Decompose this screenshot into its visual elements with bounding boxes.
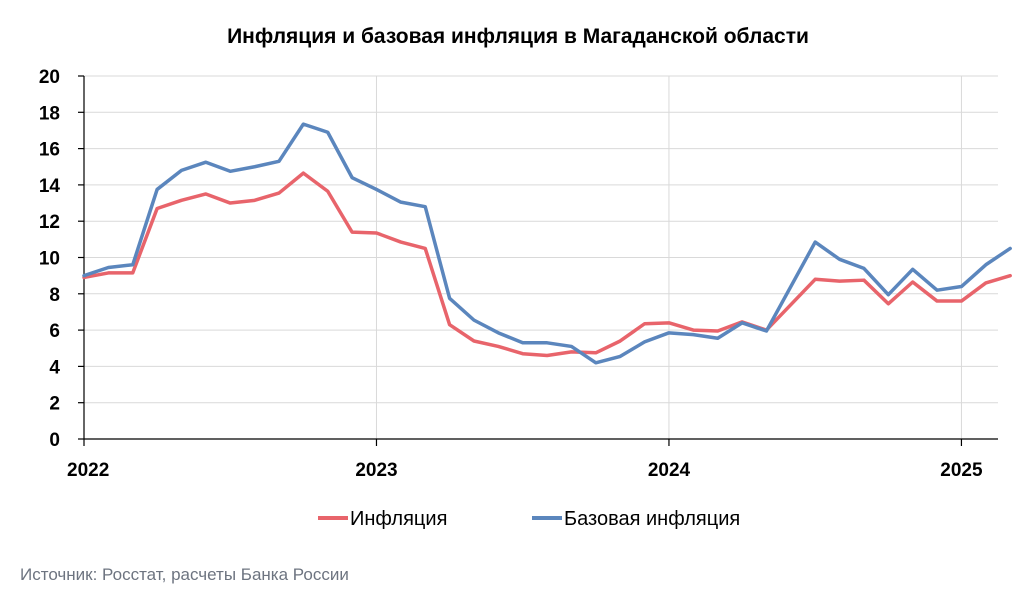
series-line-core-inflation xyxy=(82,122,1012,365)
y-tick-labels: 0 2 4 6 8 10 12 14 16 18 20 xyxy=(39,67,61,451)
chart-title: Инфляция и базовая инфляция в Магаданско… xyxy=(227,25,809,48)
y-tick-label: 8 xyxy=(49,285,60,306)
grid xyxy=(84,75,998,439)
legend-label-core-inflation: Базовая инфляция xyxy=(564,508,740,530)
legend-label-inflation: Инфляция xyxy=(350,508,447,530)
series xyxy=(82,122,1012,365)
y-tick-label: 10 xyxy=(39,249,60,270)
y-tick-label: 16 xyxy=(39,140,60,161)
y-tick-label: 18 xyxy=(39,103,60,124)
x-tick-label: 2022 xyxy=(67,460,109,481)
legend: Инфляция Базовая инфляция xyxy=(318,508,740,530)
axes xyxy=(78,75,998,446)
series-line-inflation xyxy=(82,171,1012,358)
source-note: Источник: Росстат, расчеты Банка России xyxy=(20,565,349,584)
y-tick-label: 20 xyxy=(39,67,60,88)
y-tick-label: 12 xyxy=(39,212,60,233)
y-tick-label: 4 xyxy=(49,357,60,378)
x-tick-label: 2025 xyxy=(940,460,983,481)
y-tick-label: 6 xyxy=(49,321,60,342)
x-tick-label: 2023 xyxy=(355,460,397,481)
y-tick-label: 14 xyxy=(39,176,61,197)
x-tick-labels: 2022 2023 2024 2025 xyxy=(67,460,983,481)
x-tick-label: 2024 xyxy=(648,460,691,481)
y-tick-label: 0 xyxy=(49,430,60,451)
y-tick-label: 2 xyxy=(49,394,60,415)
